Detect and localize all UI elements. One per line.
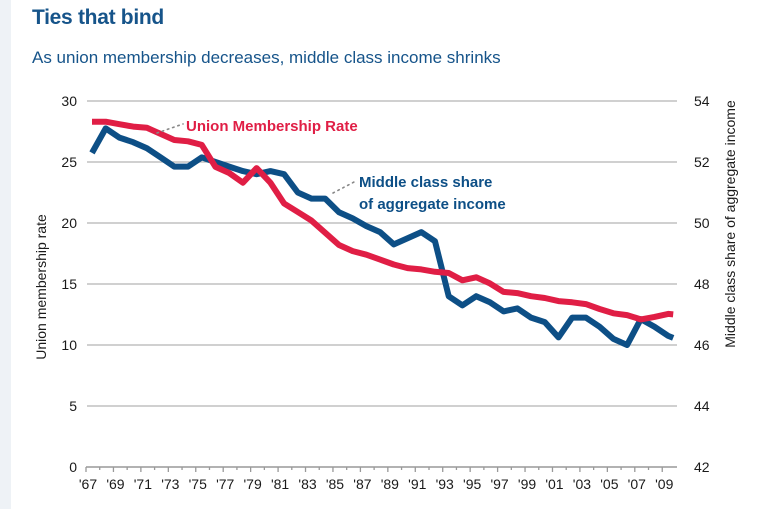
x-tick-label: '81 <box>271 476 289 492</box>
union-membership-line <box>92 118 674 323</box>
middle-class-annotation-line-1: Middle class share <box>359 174 492 191</box>
y2-tick-label: 52 <box>694 154 710 170</box>
x-tick-label: '85 <box>326 476 344 492</box>
y-tick-label: 0 <box>69 459 77 475</box>
chart-title: Ties that bind <box>32 6 164 29</box>
middle-class-annotation-line-2: of aggregate income <box>359 196 506 213</box>
x-tick-label: '05 <box>600 476 618 492</box>
x-tick-label: '71 <box>134 476 152 492</box>
middle-class-annotation-leader <box>332 180 357 194</box>
union-annotation-label: Union Membership Rate <box>186 118 358 135</box>
x-tick-label: '67 <box>79 476 97 492</box>
y-tick-label: 25 <box>61 154 77 170</box>
y2-tick-label: 42 <box>694 459 710 475</box>
chart-subtitle: As union membership decreases, middle cl… <box>32 48 501 67</box>
x-tick-label: '77 <box>216 476 234 492</box>
x-tick-label: '91 <box>408 476 426 492</box>
x-tick-label: '03 <box>573 476 591 492</box>
y-tick-label: 20 <box>61 215 77 231</box>
x-tick-label: '79 <box>244 476 262 492</box>
y2-tick-label: 44 <box>694 398 710 414</box>
gridlines <box>87 100 677 407</box>
x-tick-label: '93 <box>436 476 454 492</box>
y2-tick-label: 48 <box>694 276 710 292</box>
x-tick-label: '01 <box>545 476 563 492</box>
x-tick-label: '07 <box>628 476 646 492</box>
axes: 0 42 5 44 10 46 15 48 20 50 25 52 30 54 '67 '69 '71 '73 '7… <box>61 93 709 492</box>
y2-tick-label: 50 <box>694 215 710 231</box>
x-tick-label: '89 <box>381 476 399 492</box>
y2-tick-label: 54 <box>694 93 710 109</box>
y-tick-label: 30 <box>61 93 77 109</box>
y2-axis-title: Middle class share of aggregate income <box>722 100 738 348</box>
x-tick-label: '75 <box>189 476 207 492</box>
y-tick-label: 10 <box>61 337 77 353</box>
x-tick-label: '95 <box>463 476 481 492</box>
x-tick-label: '73 <box>161 476 179 492</box>
x-tick-label: '69 <box>106 476 124 492</box>
y-tick-label: 5 <box>69 398 77 414</box>
x-tick-label: '83 <box>298 476 316 492</box>
x-tick-label: '97 <box>490 476 508 492</box>
series <box>89 118 675 348</box>
x-tick-label: '99 <box>518 476 536 492</box>
middle-class-share-line <box>89 125 675 348</box>
y-axis-title: Union membership rate <box>33 214 49 360</box>
y-tick-label: 15 <box>61 276 77 292</box>
union-annotation-leader <box>156 123 184 134</box>
left-margin-strip <box>0 0 11 509</box>
y2-tick-label: 46 <box>694 337 710 353</box>
x-tick-label: '87 <box>353 476 371 492</box>
x-tick-label: '09 <box>655 476 673 492</box>
annotations: Union Membership Rate Middle class share… <box>156 118 506 213</box>
